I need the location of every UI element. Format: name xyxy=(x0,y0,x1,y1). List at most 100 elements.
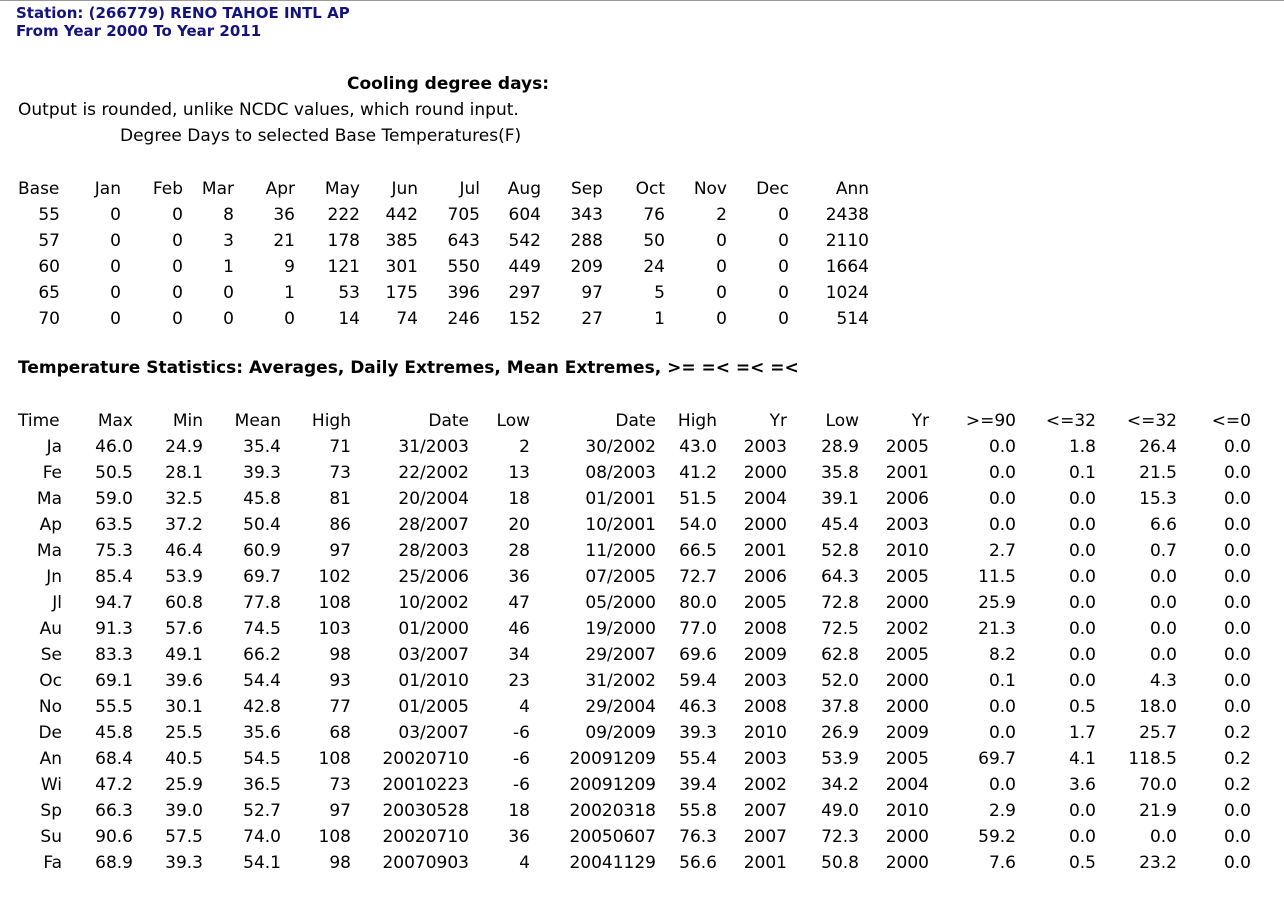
table-cell: 0.0 xyxy=(988,723,1016,743)
table-cell: 343 xyxy=(570,205,603,225)
table-cell: 25.9 xyxy=(978,593,1016,613)
table-cell: 25.5 xyxy=(165,723,203,743)
table-cell: 2010 xyxy=(743,723,787,743)
table-cell: 07/2005 xyxy=(585,567,656,587)
table-cell: 0.0 xyxy=(1223,437,1251,457)
table-cell: 2003 xyxy=(885,515,929,535)
table-cell: 40.5 xyxy=(165,749,203,769)
table-cell: 29/2007 xyxy=(585,645,656,665)
table-cell: 01/2001 xyxy=(585,489,656,509)
table-cell: 20 xyxy=(508,515,530,535)
table-cell: 2003 xyxy=(743,437,787,457)
table-cell: 0.0 xyxy=(988,697,1016,717)
column-header: High xyxy=(677,411,717,431)
column-header: Max xyxy=(97,411,133,431)
table-cell: 05/2000 xyxy=(585,593,656,613)
table-cell: 57.6 xyxy=(165,619,203,639)
table-cell: 11/2000 xyxy=(585,541,656,561)
table-cell: 0.0 xyxy=(1149,827,1177,847)
table-cell: 36 xyxy=(273,205,295,225)
table-cell: 98 xyxy=(329,853,351,873)
table-cell: 152 xyxy=(508,309,541,329)
table-cell: 50.5 xyxy=(95,463,133,483)
table-cell: 90.6 xyxy=(95,827,133,847)
table-cell: 59.4 xyxy=(679,671,717,691)
table-cell: 97 xyxy=(329,801,351,821)
table-cell: 42.8 xyxy=(243,697,281,717)
table-cell: 0 xyxy=(778,231,789,251)
table-cell: 59.2 xyxy=(978,827,1016,847)
table-cell: 0 xyxy=(778,309,789,329)
row-label: Ap xyxy=(39,515,62,535)
table-cell: 2.9 xyxy=(988,801,1016,821)
table-cell: 25.9 xyxy=(165,775,203,795)
table-cell: 49.0 xyxy=(821,801,859,821)
table-cell: 0.0 xyxy=(1223,541,1251,561)
table-cell: 514 xyxy=(836,309,869,329)
table-cell: 68 xyxy=(329,723,351,743)
table-cell: 1 xyxy=(223,257,234,277)
table-cell: 9 xyxy=(284,257,295,277)
table-cell: 2001 xyxy=(885,463,929,483)
table-cell: 25/2006 xyxy=(398,567,469,587)
table-cell: 20091209 xyxy=(569,749,656,769)
station-header: Station: (266779) RENO TAHOE INTL AP Fro… xyxy=(16,4,350,40)
row-label: Wi xyxy=(40,775,62,795)
table-cell: 2002 xyxy=(885,619,929,639)
table-cell: 25.7 xyxy=(1139,723,1177,743)
table-cell: 24.9 xyxy=(165,437,203,457)
row-label: Jn xyxy=(46,567,62,587)
table-cell: 26.9 xyxy=(821,723,859,743)
column-header: Low xyxy=(825,411,859,431)
row-label: Jl xyxy=(52,593,62,613)
row-label: Ma xyxy=(36,489,62,509)
table-cell: 0 xyxy=(172,309,183,329)
table-cell: 76 xyxy=(643,205,665,225)
table-cell: 0 xyxy=(172,205,183,225)
table-cell: 297 xyxy=(508,283,541,303)
column-header: Mean xyxy=(234,411,281,431)
table-cell: 97 xyxy=(581,283,603,303)
table-cell: 47.2 xyxy=(95,775,133,795)
table-cell: 64.3 xyxy=(821,567,859,587)
table-cell: 4.1 xyxy=(1068,749,1096,769)
column-header: <=32 xyxy=(1126,411,1177,431)
table-cell: 29/2004 xyxy=(585,697,656,717)
table-cell: 0.0 xyxy=(1223,567,1251,587)
table-row: Ja 46.0 24.9 35.4 71 31/2003 2 30/2002 43.0 2003 2… xyxy=(18,434,1251,460)
table-cell: 83.3 xyxy=(95,645,133,665)
table-cell: 71 xyxy=(329,437,351,457)
table-cell: 01/2005 xyxy=(398,697,469,717)
table-cell: 0.0 xyxy=(1223,515,1251,535)
table-cell: 18.0 xyxy=(1139,697,1177,717)
table-row: 70 0 0 0 0 14 74 246 152 27 1 0 0 514 xyxy=(18,306,869,332)
table-cell: 10/2002 xyxy=(398,593,469,613)
row-label: An xyxy=(39,749,62,769)
table-cell: 97 xyxy=(329,541,351,561)
table-cell: 0 xyxy=(223,309,234,329)
table-cell: 30/2002 xyxy=(585,437,656,457)
cooling-degree-days-table: Base Jan Feb Mar Apr May Jun Jul Aug Sep Oct Nov Dec… xyxy=(18,176,869,332)
column-header: High xyxy=(311,411,351,431)
table-cell: 54.0 xyxy=(679,515,717,535)
table-cell: 74.5 xyxy=(243,619,281,639)
table-cell: 21.3 xyxy=(978,619,1016,639)
table-cell: 2009 xyxy=(743,645,787,665)
table-cell: 20020710 xyxy=(382,827,469,847)
table-cell: 36 xyxy=(508,567,530,587)
column-header: Jun xyxy=(391,179,418,199)
table-cell: 0 xyxy=(172,231,183,251)
table-cell: 56.6 xyxy=(679,853,717,873)
table-cell: 550 xyxy=(447,257,480,277)
table-row: Su 90.6 57.5 74.0 108 20020710 36 20050607 76.3 2… xyxy=(18,824,1251,850)
table-row: Jl 94.7 60.8 77.8 108 10/2002 47 05/2000 80.0 200… xyxy=(18,590,1251,616)
table-cell: 28 xyxy=(508,541,530,561)
table-cell: 09/2009 xyxy=(585,723,656,743)
table-cell: 2000 xyxy=(885,697,929,717)
cooling-title: Cooling degree days: xyxy=(347,74,550,94)
table-cell: 1.7 xyxy=(1068,723,1096,743)
table-cell: 72.5 xyxy=(821,619,859,639)
table-cell: 59.0 xyxy=(95,489,133,509)
table-cell: 66.5 xyxy=(679,541,717,561)
table-cell: 0.0 xyxy=(1223,697,1251,717)
